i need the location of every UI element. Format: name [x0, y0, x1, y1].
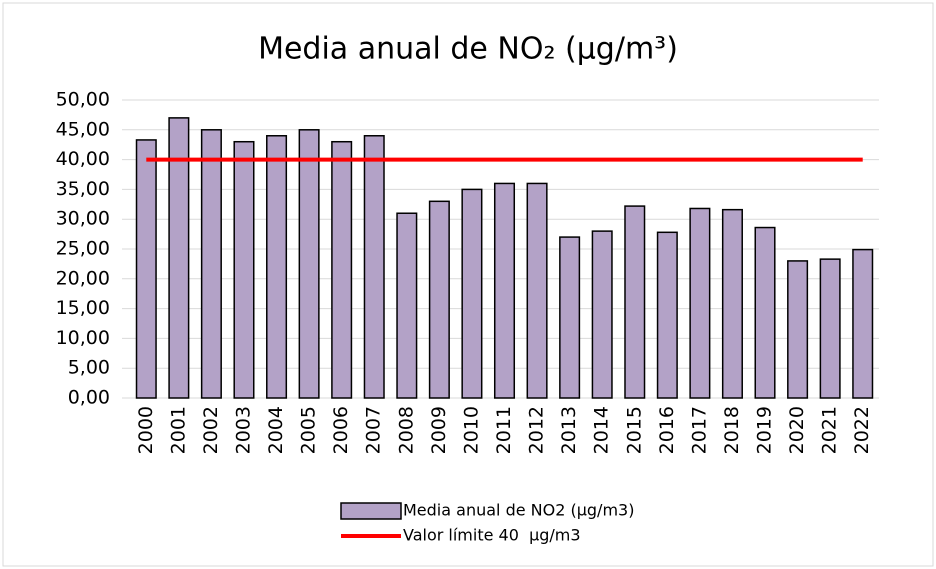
bar — [428, 200, 450, 399]
bar — [396, 212, 418, 399]
bar — [591, 230, 613, 399]
x-tick-label: 2000 — [135, 406, 157, 454]
x-tick-label: 2020 — [786, 406, 808, 454]
bar — [266, 135, 288, 399]
bar — [656, 231, 678, 399]
x-tick-label: 2016 — [656, 406, 678, 454]
bar — [852, 248, 874, 399]
x-tick-label: 2021 — [819, 406, 841, 454]
x-tick-label: 2007 — [363, 406, 385, 454]
bar — [754, 226, 776, 399]
x-tick-label: 2017 — [688, 406, 710, 454]
x-tick-label: 2004 — [265, 406, 287, 454]
legend-label: Media anual de NO2 (µg/m3) — [403, 501, 634, 520]
x-tick-label: 2002 — [200, 406, 222, 454]
bar — [787, 260, 809, 399]
bar — [559, 236, 581, 399]
x-tick-label: 2014 — [591, 406, 613, 454]
bar — [331, 140, 353, 399]
x-tick-label: 2006 — [330, 406, 352, 454]
y-tick-label: 50,00 — [56, 89, 110, 111]
x-tick-label: 2011 — [493, 406, 515, 454]
y-tick-label: 35,00 — [56, 178, 110, 200]
bar — [689, 207, 711, 399]
x-tick-label: 2015 — [623, 406, 645, 454]
x-tick-label: 2003 — [232, 406, 254, 454]
y-tick-label: 25,00 — [56, 238, 110, 260]
legend-label: Valor límite 40 µg/m3 — [403, 526, 581, 545]
bar — [461, 188, 483, 399]
bar — [168, 117, 190, 399]
x-tick-label: 2001 — [167, 406, 189, 454]
x-tick-label: 2018 — [721, 406, 743, 454]
bar — [721, 208, 743, 399]
bar — [135, 139, 157, 399]
bar — [298, 129, 320, 399]
bar — [233, 140, 255, 399]
x-tick-label: 2012 — [526, 406, 548, 454]
x-tick-label: 2010 — [460, 406, 482, 454]
y-tick-label: 45,00 — [56, 118, 110, 140]
x-tick-label: 2013 — [558, 406, 580, 454]
x-tick-label: 2022 — [851, 406, 873, 454]
x-tick-label: 2019 — [754, 406, 776, 454]
y-tick-label: 15,00 — [56, 297, 110, 319]
y-tick-label: 40,00 — [56, 148, 110, 170]
y-tick-label: 0,00 — [68, 387, 110, 409]
y-tick-label: 10,00 — [56, 327, 110, 349]
y-tick-label: 20,00 — [56, 267, 110, 289]
bar — [200, 129, 222, 399]
y-tick-label: 5,00 — [68, 357, 110, 379]
chart-title: Media anual de NO₂ (µg/m³) — [258, 32, 678, 67]
x-tick-label: 2009 — [428, 406, 450, 454]
bar — [526, 182, 548, 399]
y-tick-label: 30,00 — [56, 208, 110, 230]
bar — [363, 135, 385, 399]
x-tick-label: 2005 — [298, 406, 320, 454]
legend-swatch — [340, 502, 402, 520]
bar — [624, 205, 646, 399]
x-tick-label: 2008 — [395, 406, 417, 454]
bar — [819, 258, 841, 399]
bar — [493, 182, 516, 399]
